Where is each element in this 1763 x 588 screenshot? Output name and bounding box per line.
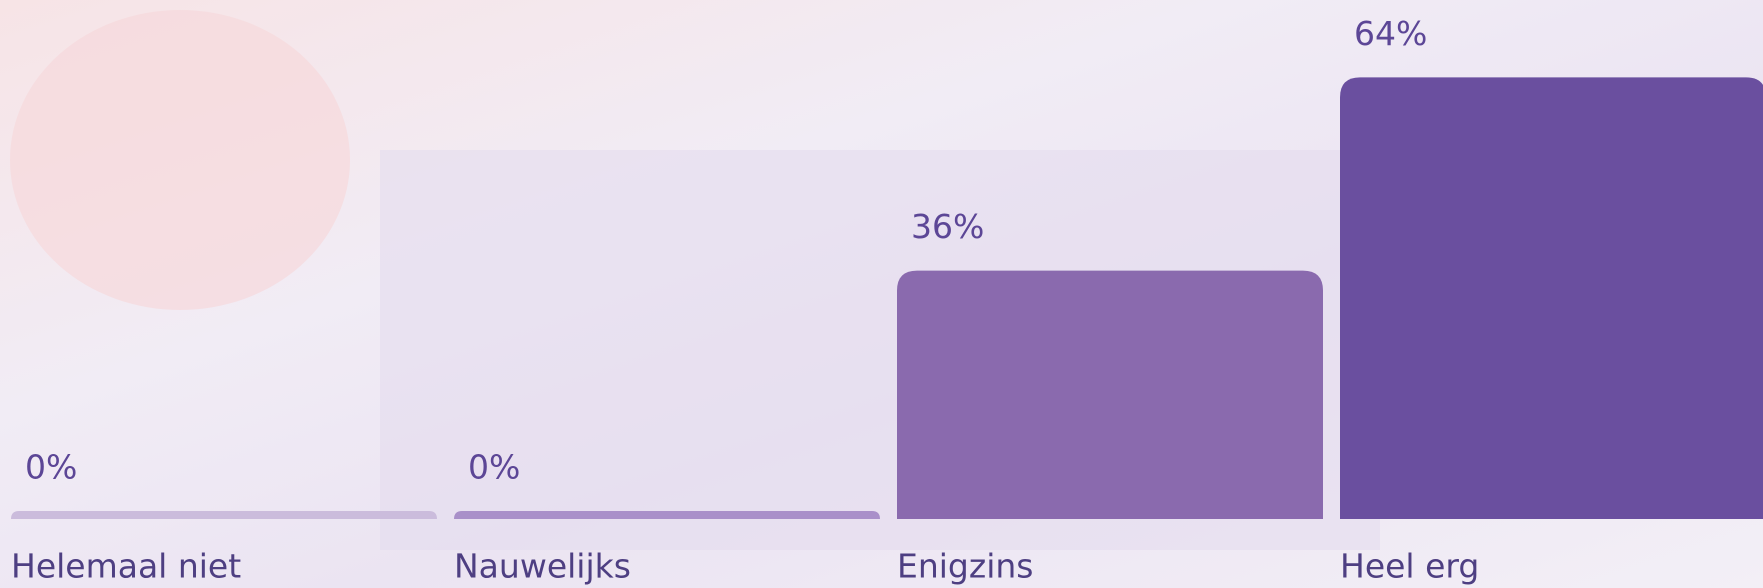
bar [1340,77,1763,519]
background-shape [10,10,350,310]
category-label: Heel erg [1340,547,1479,586]
bar [454,511,880,519]
bar [11,511,437,519]
category-label: Helemaal niet [11,547,241,586]
value-label: 0% [25,448,77,487]
value-label: 36% [911,207,984,246]
value-label: 64% [1354,14,1427,53]
value-label: 0% [468,448,520,487]
bar [897,270,1323,519]
category-label: Enigzins [897,547,1033,586]
category-label: Nauwelijks [454,547,631,586]
